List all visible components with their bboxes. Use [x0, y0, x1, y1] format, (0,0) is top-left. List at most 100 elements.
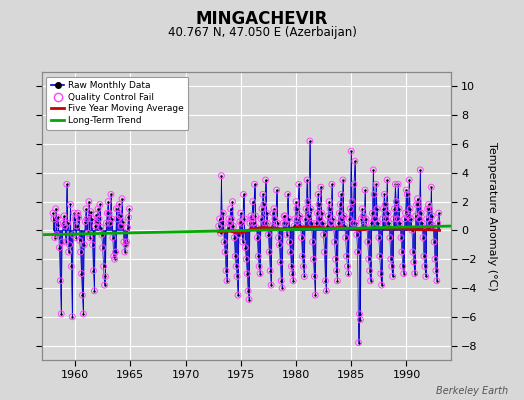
Point — [426, 220, 434, 226]
Point — [422, 216, 431, 222]
Point — [395, 206, 403, 212]
Point — [86, 208, 95, 215]
Point — [80, 242, 89, 248]
Point — [236, 210, 245, 216]
Point — [365, 268, 374, 274]
Point — [225, 220, 234, 226]
Point — [74, 210, 82, 216]
Point — [285, 216, 293, 222]
Point — [383, 177, 391, 183]
Point — [84, 230, 92, 236]
Point — [221, 249, 230, 255]
Point — [86, 208, 95, 215]
Point — [294, 181, 303, 188]
Point — [347, 148, 355, 154]
Point — [261, 177, 270, 183]
Point — [259, 201, 268, 208]
Point — [50, 216, 58, 222]
Point — [345, 216, 354, 222]
Point — [414, 201, 423, 208]
Point — [256, 270, 264, 277]
Point — [222, 268, 230, 274]
Point — [320, 232, 328, 238]
Point — [92, 211, 101, 218]
Point — [321, 278, 330, 284]
Point — [72, 234, 80, 241]
Point — [388, 273, 397, 280]
Point — [293, 216, 302, 222]
Point — [110, 253, 118, 260]
Point — [73, 223, 81, 229]
Point — [281, 213, 289, 219]
Point — [84, 230, 92, 236]
Point — [282, 220, 290, 226]
Point — [102, 220, 111, 226]
Point — [307, 206, 315, 212]
Point — [243, 270, 252, 277]
Point — [221, 249, 230, 255]
Text: MINGACHEVIR: MINGACHEVIR — [196, 10, 328, 28]
Point — [387, 256, 395, 262]
Point — [254, 253, 263, 260]
Point — [53, 214, 62, 221]
Point — [286, 249, 294, 255]
Point — [312, 220, 321, 226]
Point — [269, 210, 277, 216]
Point — [232, 263, 241, 270]
Point — [276, 259, 285, 265]
Point — [308, 239, 316, 245]
Point — [89, 242, 97, 248]
Point — [78, 270, 86, 277]
Point — [371, 216, 379, 222]
Point — [78, 292, 86, 298]
Point — [63, 220, 72, 226]
Point — [234, 292, 242, 298]
Point — [112, 249, 120, 255]
Point — [296, 213, 304, 219]
Point — [376, 270, 385, 277]
Point — [399, 270, 408, 277]
Point — [319, 220, 327, 226]
Point — [333, 278, 342, 284]
Point — [291, 216, 299, 222]
Point — [101, 273, 110, 280]
Point — [115, 201, 124, 208]
Point — [392, 198, 400, 205]
Point — [404, 213, 412, 219]
Point — [55, 244, 63, 251]
Point — [303, 177, 311, 183]
Point — [293, 206, 301, 212]
Point — [410, 259, 418, 265]
Point — [227, 216, 236, 222]
Point — [340, 213, 348, 219]
Point — [419, 234, 427, 241]
Point — [342, 234, 350, 241]
Point — [237, 220, 246, 226]
Point — [385, 220, 393, 226]
Point — [364, 239, 372, 245]
Point — [353, 232, 361, 238]
Point — [274, 220, 282, 226]
Point — [112, 206, 121, 212]
Point — [228, 198, 237, 205]
Point — [225, 220, 234, 226]
Point — [341, 223, 349, 229]
Point — [79, 311, 88, 317]
Point — [301, 216, 309, 222]
Point — [327, 220, 335, 226]
Point — [61, 223, 69, 229]
Point — [81, 218, 90, 225]
Point — [369, 167, 377, 173]
Point — [365, 256, 373, 262]
Point — [220, 239, 228, 245]
Point — [413, 196, 422, 202]
Point — [335, 210, 343, 216]
Point — [88, 216, 96, 222]
Point — [305, 138, 314, 144]
Point — [298, 253, 307, 260]
Point — [277, 278, 286, 284]
Point — [350, 181, 358, 188]
Point — [332, 268, 341, 274]
Point — [376, 253, 384, 260]
Point — [223, 278, 231, 284]
